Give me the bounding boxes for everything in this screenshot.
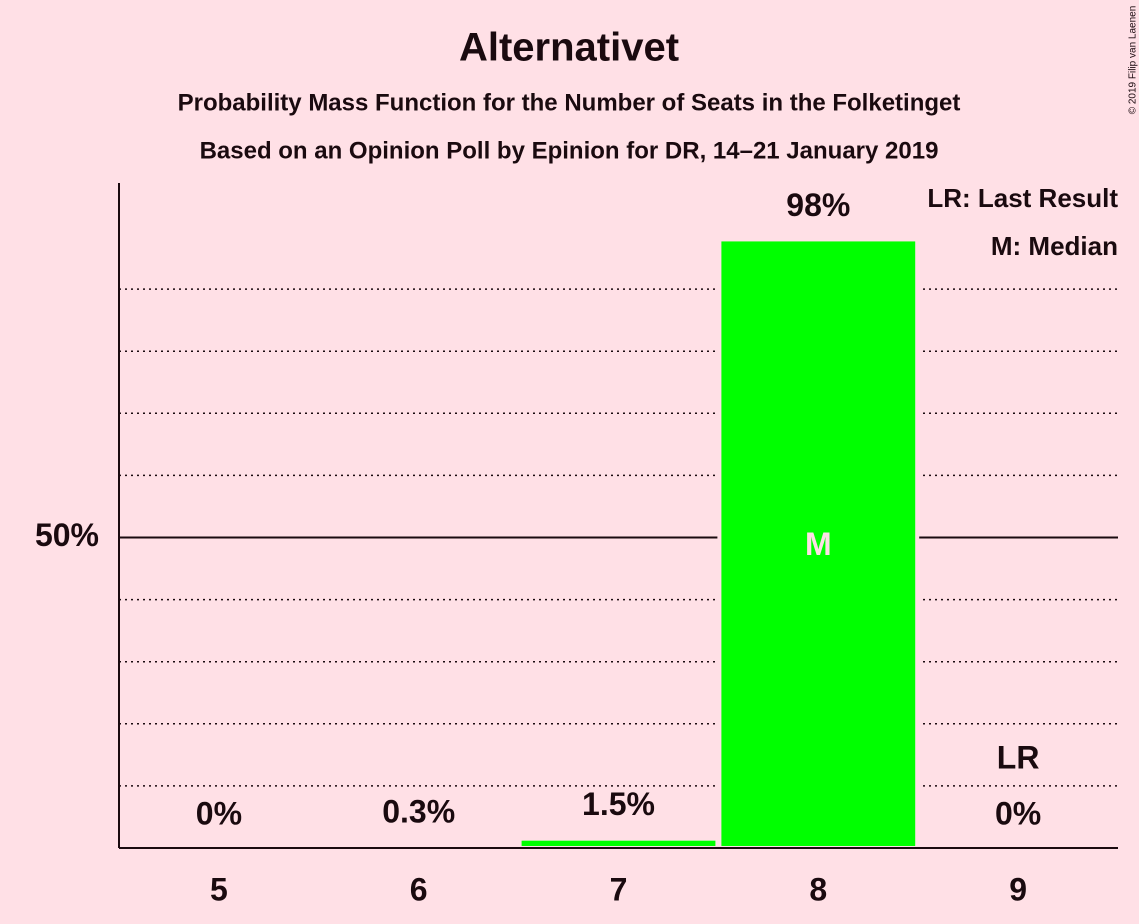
value-label: 0% — [196, 795, 242, 831]
median-marker: M — [805, 526, 832, 562]
x-tick-label: 5 — [210, 871, 228, 907]
x-tick-label: 8 — [809, 871, 827, 907]
value-label: 0.3% — [382, 794, 455, 830]
legend-entry: M: Median — [991, 231, 1118, 261]
value-label: 0% — [995, 795, 1041, 831]
chart-subtitle: Probability Mass Function for the Number… — [178, 89, 961, 116]
bar — [517, 836, 720, 850]
x-tick-label: 6 — [410, 871, 428, 907]
legend-entry: LR: Last Result — [927, 183, 1118, 213]
last-result-marker: LR — [997, 739, 1040, 775]
chart-title: Alternativet — [459, 26, 679, 70]
x-tick-label: 9 — [1009, 871, 1027, 907]
y-tick-label: 50% — [35, 517, 99, 553]
value-label: 98% — [786, 187, 850, 223]
chart-subtitle: Based on an Opinion Poll by Epinion for … — [200, 137, 939, 164]
value-label: 1.5% — [582, 786, 655, 822]
x-tick-label: 7 — [610, 871, 628, 907]
credit: © 2019 Filip van Laenen — [1128, 6, 1139, 115]
